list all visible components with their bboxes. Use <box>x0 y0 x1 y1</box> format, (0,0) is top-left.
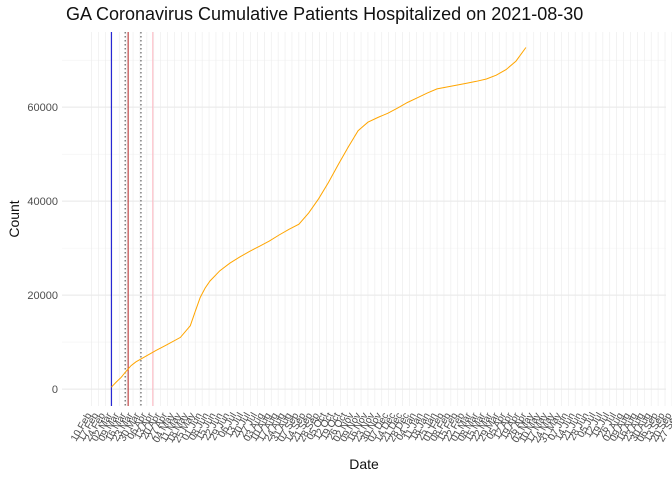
x-axis-label: Date <box>349 456 379 472</box>
y-tick-label: 20000 <box>27 290 58 302</box>
grid-lines <box>62 32 672 406</box>
y-axis-label: Count <box>6 200 22 237</box>
series-group <box>110 47 527 388</box>
chart-title: GA Coronavirus Cumulative Patients Hospi… <box>66 4 584 24</box>
plot-panel <box>62 32 666 406</box>
y-axis-ticks: 0 20000 40000 60000 <box>27 102 58 396</box>
y-tick-label: 0 <box>52 384 58 396</box>
reference-lines <box>110 32 154 406</box>
y-tick-label: 60000 <box>27 102 58 114</box>
y-tick-label: 40000 <box>27 196 58 208</box>
series-line <box>110 47 527 388</box>
